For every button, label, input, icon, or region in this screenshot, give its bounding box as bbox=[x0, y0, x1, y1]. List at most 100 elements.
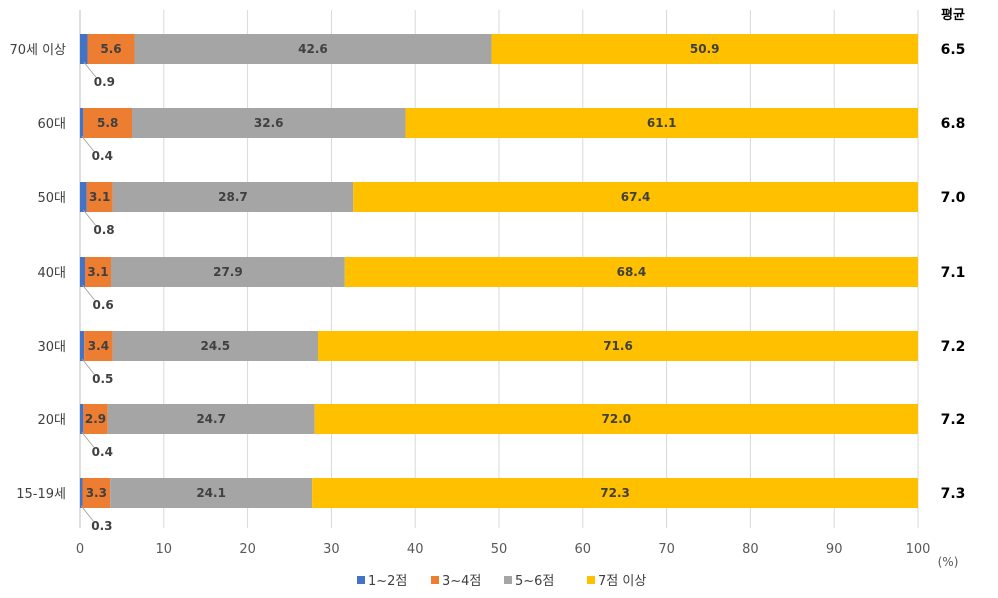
legend-label: 7점 이상 bbox=[598, 574, 646, 589]
bar-segment bbox=[85, 257, 112, 287]
data-label: 68.4 bbox=[617, 265, 647, 279]
x-tick-label: 20 bbox=[239, 542, 256, 557]
average-value: 6.5 bbox=[941, 42, 966, 58]
category-labels: 70세 이상 60대 50대 40대 30대 20대 15-19세 bbox=[9, 43, 66, 502]
data-label: 0.3 bbox=[91, 519, 112, 533]
category-label: 60대 bbox=[37, 117, 66, 132]
bar-segment bbox=[312, 478, 919, 508]
bar-segment bbox=[314, 404, 918, 434]
legend-label: 3~4점 bbox=[442, 574, 481, 589]
leader-line bbox=[82, 209, 96, 226]
leader-line bbox=[81, 358, 95, 375]
data-label: 61.1 bbox=[647, 116, 677, 130]
bar-segment bbox=[80, 108, 84, 138]
data-label: 5.6 bbox=[100, 42, 121, 56]
bar-segment bbox=[80, 34, 88, 64]
data-label: 72.3 bbox=[600, 486, 630, 500]
x-tick-label: 80 bbox=[742, 542, 759, 557]
bar-segment bbox=[80, 404, 84, 434]
bar-segment bbox=[317, 331, 918, 361]
average-value: 7.2 bbox=[941, 339, 966, 355]
data-label: 67.4 bbox=[621, 190, 651, 204]
legend-label: 5~6점 bbox=[515, 574, 554, 589]
x-tick-label: 70 bbox=[658, 542, 675, 557]
bars bbox=[80, 34, 919, 508]
bar-segment bbox=[491, 34, 918, 64]
category-label: 15-19세 bbox=[16, 487, 66, 502]
bar-segment bbox=[80, 182, 87, 212]
leader-line bbox=[80, 505, 94, 522]
value-labels: 0.9 5.6 42.6 50.9 0.4 5.8 32.6 61.1 0.8 3.1 28.7 67… bbox=[85, 42, 720, 533]
bar-segment bbox=[107, 404, 315, 434]
legend-swatch bbox=[431, 576, 439, 584]
leader-line bbox=[81, 135, 95, 152]
average-value: 6.8 bbox=[941, 116, 966, 132]
legend-swatch bbox=[357, 576, 365, 584]
data-label: 42.6 bbox=[298, 42, 328, 56]
category-label: 40대 bbox=[37, 266, 66, 281]
data-label: 50.9 bbox=[690, 42, 720, 56]
average-value: 7.3 bbox=[941, 486, 966, 502]
legend-swatch bbox=[587, 576, 595, 584]
x-tick-label: 30 bbox=[323, 542, 340, 557]
bar-segment bbox=[344, 257, 919, 287]
leader-lines bbox=[80, 61, 97, 522]
leader-line bbox=[83, 61, 97, 78]
category-label: 50대 bbox=[37, 191, 66, 206]
data-label: 71.6 bbox=[603, 339, 633, 353]
data-label: 0.9 bbox=[94, 75, 115, 89]
category-label: 30대 bbox=[37, 340, 66, 355]
data-label: 72.0 bbox=[602, 412, 632, 426]
data-label: 3.4 bbox=[88, 339, 109, 353]
bar-segment bbox=[82, 478, 111, 508]
averages-title: 평균 bbox=[941, 7, 965, 23]
data-label: 3.3 bbox=[86, 486, 107, 500]
x-tick-label: 90 bbox=[826, 542, 843, 557]
averages-column: 평균 6.5 6.8 7.0 7.1 7.2 7.2 7.3 bbox=[941, 7, 966, 502]
x-tick-label: 100 bbox=[906, 542, 931, 557]
bar-segment bbox=[83, 108, 133, 138]
bar-segment bbox=[405, 108, 918, 138]
data-label: 0.4 bbox=[92, 149, 113, 163]
legend-label: 1~2점 bbox=[368, 574, 407, 589]
x-tick-label: 0 bbox=[76, 542, 84, 557]
data-label: 24.7 bbox=[196, 412, 226, 426]
bar-segment bbox=[80, 331, 85, 361]
bar-segment bbox=[112, 182, 354, 212]
average-value: 7.1 bbox=[941, 265, 966, 281]
data-label: 27.9 bbox=[213, 265, 243, 279]
data-label: 0.8 bbox=[93, 223, 114, 237]
x-tick-label: 50 bbox=[491, 542, 508, 557]
legend: 1~2점 3~4점 5~6점 7점 이상 bbox=[357, 574, 646, 589]
bar-segment bbox=[80, 257, 86, 287]
x-tick-label: 60 bbox=[575, 542, 592, 557]
x-tick-label: 40 bbox=[407, 542, 424, 557]
data-label: 24.1 bbox=[196, 486, 226, 500]
x-axis-ticks: 0 10 20 30 40 50 60 70 80 90 100 bbox=[76, 542, 931, 557]
data-label: 0.6 bbox=[93, 298, 114, 312]
x-tick-label: 10 bbox=[156, 542, 173, 557]
bar-segment bbox=[111, 257, 345, 287]
bar-segment bbox=[87, 34, 135, 64]
data-label: 0.5 bbox=[92, 372, 113, 386]
bar-segment bbox=[112, 331, 318, 361]
data-label: 3.1 bbox=[89, 190, 110, 204]
data-label: 3.1 bbox=[87, 265, 108, 279]
x-axis-unit: (%) bbox=[938, 555, 959, 569]
average-value: 7.0 bbox=[941, 190, 966, 206]
data-label: 32.6 bbox=[254, 116, 284, 130]
data-label: 5.8 bbox=[97, 116, 118, 130]
bar-segment bbox=[83, 404, 108, 434]
data-label: 28.7 bbox=[218, 190, 248, 204]
data-label: 0.4 bbox=[92, 445, 113, 459]
average-value: 7.2 bbox=[941, 412, 966, 428]
category-label: 70세 이상 bbox=[9, 43, 66, 58]
bar-segment bbox=[80, 478, 83, 508]
bar-segment bbox=[84, 331, 113, 361]
legend-swatch bbox=[504, 576, 512, 584]
category-label: 20대 bbox=[37, 413, 66, 428]
bar-segment bbox=[353, 182, 918, 212]
leader-line bbox=[81, 431, 95, 448]
bar-segment bbox=[132, 108, 406, 138]
